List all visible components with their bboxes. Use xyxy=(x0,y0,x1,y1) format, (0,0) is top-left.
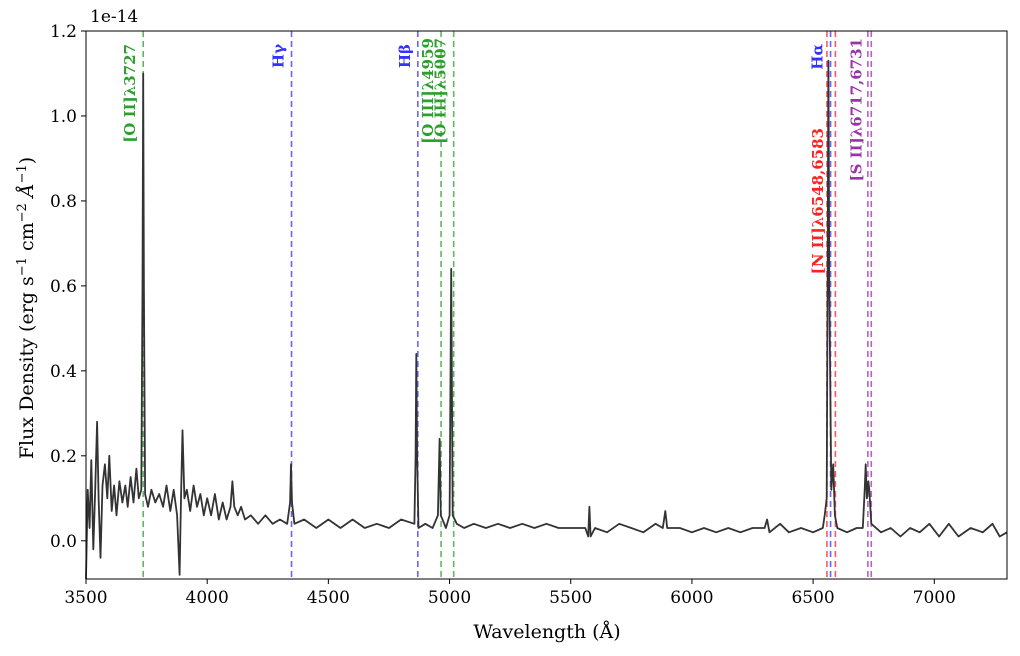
x-tick-label: 4000 xyxy=(186,588,229,608)
y-tick-label: 0.4 xyxy=(50,362,77,382)
emission-line-label: [S II]λ6717,6731 xyxy=(848,38,866,182)
y-tick-label: 0.8 xyxy=(50,192,77,212)
x-tick-label: 5500 xyxy=(549,588,592,608)
emission-line-label: [O III]λ5007 xyxy=(432,38,450,144)
emission-line-label: [N II]λ6548,6583 xyxy=(809,128,827,274)
y-axis-label: Flux Density (erg s−1 cm−2 Å−1) xyxy=(15,157,38,459)
spectrum-line xyxy=(85,59,1008,580)
x-tick-label: 3500 xyxy=(64,588,107,608)
emission-line-label: [O II]λ3727 xyxy=(121,44,139,143)
x-axis-label: Wavelength (Å) xyxy=(473,621,620,643)
plot-frame xyxy=(85,30,1008,580)
y-tick-label: 0.2 xyxy=(50,447,77,467)
emission-line-label: Hβ xyxy=(396,44,414,68)
y-tick-label: 0.0 xyxy=(50,532,77,552)
emission-line-label: Hα xyxy=(809,44,827,70)
y-offset-text: 1e-14 xyxy=(90,7,138,27)
x-tick-label: 5000 xyxy=(428,588,471,608)
y-tick-label: 1.2 xyxy=(50,22,77,42)
x-axis-ticks: 3500 4000 4500 5000 5500 6000 6500 7000 xyxy=(64,579,956,608)
x-tick-label: 7000 xyxy=(913,588,956,608)
spectrum-series xyxy=(85,59,1008,580)
x-tick-label: 6000 xyxy=(670,588,713,608)
y-axis-ticks: 0.0 0.2 0.4 0.6 0.8 1.0 1.2 xyxy=(50,22,86,552)
y-tick-label: 1.0 xyxy=(50,107,77,127)
y-tick-label: 0.6 xyxy=(50,277,77,297)
emission-line-label: [O III]λ4959 xyxy=(419,38,437,144)
x-tick-label: 6500 xyxy=(791,588,834,608)
x-tick-label: 4500 xyxy=(307,588,350,608)
emission-line-label: Hγ xyxy=(270,44,288,68)
emission-line-labels: [O II]λ3727 Hγ Hβ [O III]λ4959[O III]λ5007 H… xyxy=(121,38,865,274)
emission-line-markers xyxy=(142,31,873,579)
